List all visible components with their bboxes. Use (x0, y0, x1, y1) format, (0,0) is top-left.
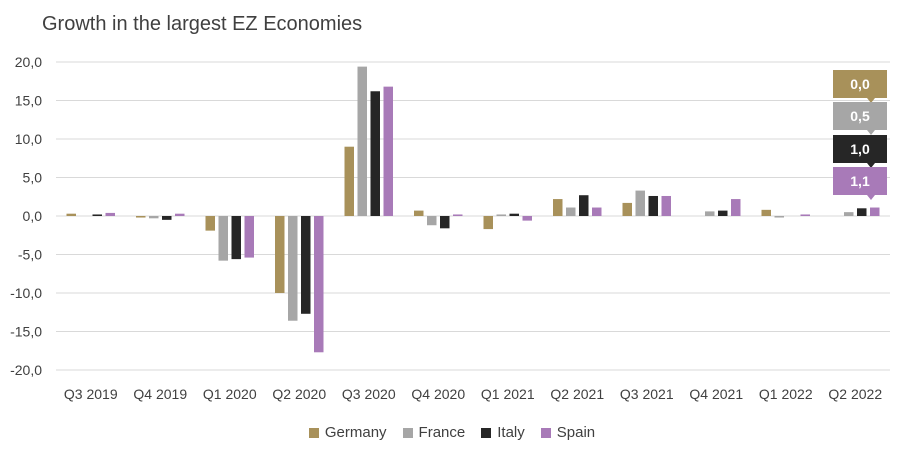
legend-swatch (481, 427, 492, 438)
bar-germany (205, 216, 215, 231)
bar-germany (136, 216, 146, 218)
value-badge-pointer (867, 195, 875, 200)
bar-italy (92, 214, 102, 216)
bar-france (357, 66, 367, 217)
bar-germany (66, 213, 76, 216)
value-badge-pointer (867, 163, 875, 168)
y-tick-label: -15,0 (10, 324, 42, 340)
y-tick-label: 5,0 (23, 170, 43, 186)
value-badge-box (833, 167, 887, 195)
bar-france (427, 216, 437, 226)
legend-swatch (308, 427, 319, 438)
bar-spain (592, 207, 602, 216)
bar-italy (162, 216, 172, 220)
bar-italy (579, 195, 589, 216)
value-badge-pointer (867, 130, 875, 135)
bar-spain (870, 207, 880, 216)
legend-label: France (418, 424, 466, 441)
bar-germany (344, 146, 354, 216)
y-tick-label: 20,0 (15, 54, 42, 70)
value-badge: 1,1 (833, 167, 887, 200)
bar-italy (370, 91, 380, 216)
x-tick-label: Q3 2020 (342, 386, 396, 402)
y-tick-label: -20,0 (10, 362, 42, 378)
value-badge: 1,0 (833, 135, 887, 168)
value-badge-label: 0,5 (850, 108, 870, 124)
bar-italy (440, 216, 450, 229)
bar-spain (105, 212, 115, 216)
x-tick-label: Q3 2021 (620, 386, 674, 402)
x-tick-label: Q2 2020 (272, 386, 326, 402)
bar-spain (383, 86, 393, 216)
x-tick-label: Q4 2019 (133, 386, 187, 402)
legend-item-germany: Germany (308, 424, 387, 441)
value-badge-label: 1,1 (850, 173, 870, 189)
y-tick-label: 10,0 (15, 131, 42, 147)
legend-swatch (540, 427, 551, 438)
x-tick-label: Q2 2022 (828, 386, 882, 402)
bar-spain (731, 199, 741, 216)
x-tick-label: Q1 2022 (759, 386, 813, 402)
value-badge: 0,0 (833, 70, 887, 103)
legend-label: Germany (324, 424, 387, 441)
x-tick-label: Q1 2021 (481, 386, 535, 402)
legend-label: Italy (497, 424, 525, 441)
bar-france (149, 216, 159, 219)
x-tick-label: Q3 2019 (64, 386, 118, 402)
legend: Germany France Italy Spain (0, 424, 904, 441)
bar-spain (314, 216, 324, 353)
value-badge-label: 1,0 (850, 141, 870, 157)
bar-spain (661, 195, 671, 216)
value-badge-box (833, 70, 887, 98)
bar-france (635, 190, 645, 216)
y-tick-label: -10,0 (10, 285, 42, 301)
value-badge-pointer (867, 98, 875, 103)
y-tick-label: -5,0 (18, 247, 42, 263)
bar-spain (175, 213, 185, 216)
bar-france (218, 216, 228, 261)
bar-germany (414, 210, 424, 216)
chart-title: Growth in the largest EZ Economies (42, 13, 363, 35)
legend-label: Spain (556, 424, 596, 441)
x-tick-label: Q2 2021 (550, 386, 604, 402)
bar-italy (231, 216, 241, 260)
bar-france (705, 211, 715, 216)
bar-italy (648, 195, 658, 216)
bar-italy (718, 210, 728, 216)
y-tick-label: 0,0 (23, 208, 43, 224)
x-tick-label: Q4 2021 (689, 386, 743, 402)
legend-swatch (402, 427, 413, 438)
legend-item-spain: Spain (540, 424, 596, 441)
legend-item-italy: Italy (481, 424, 525, 441)
bar-germany (553, 199, 563, 216)
bar-spain (453, 214, 463, 216)
x-tick-label: Q1 2020 (203, 386, 257, 402)
value-badge-box (833, 102, 887, 130)
bar-spain (800, 214, 810, 216)
bar-germany (275, 216, 285, 293)
bar-germany (483, 216, 493, 230)
bar-spain (244, 216, 254, 258)
bar-spain (522, 216, 532, 221)
bar-france (288, 216, 298, 321)
bar-italy (857, 208, 867, 216)
bar-france (774, 216, 784, 218)
bar-italy (509, 213, 519, 216)
bar-germany (622, 202, 632, 216)
bar-france (566, 207, 576, 216)
legend-item-france: France (402, 424, 466, 441)
value-badge-box (833, 135, 887, 163)
bar-france (496, 214, 506, 216)
y-tick-label: 15,0 (15, 93, 42, 109)
bar-france (844, 212, 854, 216)
bar-germany (761, 209, 771, 216)
x-tick-label: Q4 2020 (411, 386, 465, 402)
value-badge-label: 0,0 (850, 76, 870, 92)
value-badge: 0,5 (833, 102, 887, 135)
bar-italy (301, 216, 311, 314)
